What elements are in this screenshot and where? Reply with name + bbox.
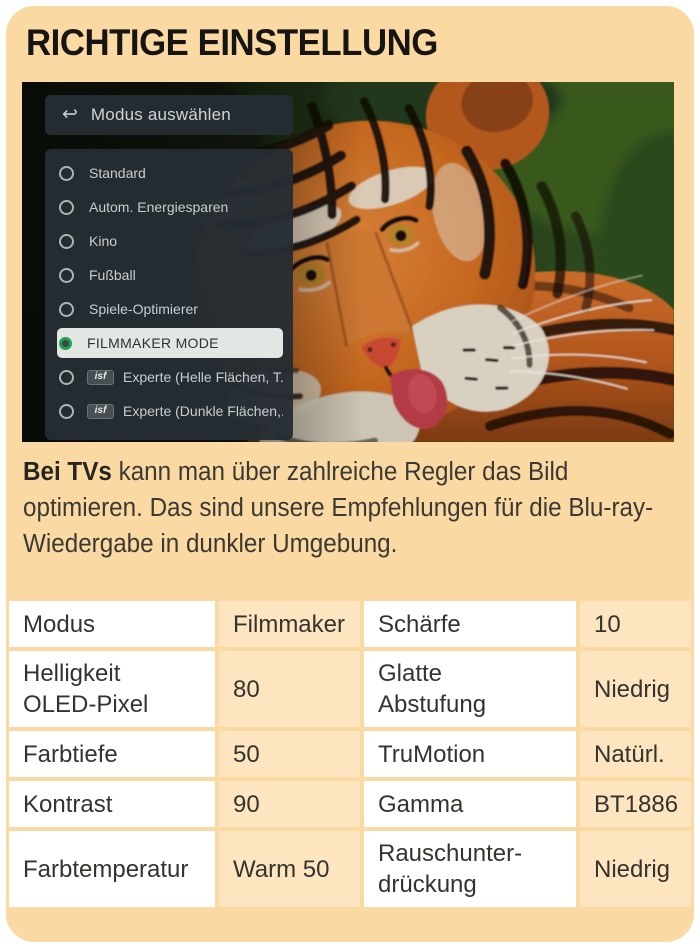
tv-menu-item-4[interactable]: Spiele-Optimierer xyxy=(45,292,293,326)
setting-label-0-2: Schärfe xyxy=(364,601,576,647)
tv-menu-list: Standard Autom. Energiesparen Kino Fußball S… xyxy=(45,149,293,440)
tv-menu-item-label: Autom. Energiesparen xyxy=(89,199,229,215)
radio-icon xyxy=(59,267,74,283)
radio-icon xyxy=(59,233,74,249)
radio-icon xyxy=(59,199,74,215)
tv-menu-item-label: Spiele-Optimierer xyxy=(89,301,198,317)
setting-label-3-2: Gamma xyxy=(364,781,576,827)
setting-value-0-1: Filmmaker xyxy=(219,601,360,647)
radio-selected-icon xyxy=(59,336,72,350)
setting-label-4-0: Farbtemperatur xyxy=(9,831,215,907)
tv-menu-item-3[interactable]: Fußball xyxy=(45,258,293,292)
tv-menu-item-2[interactable]: Kino xyxy=(45,224,293,258)
setting-value-0-3: 10 xyxy=(580,601,691,647)
description-body: kann man über zahlreiche Regler das Bild… xyxy=(23,458,654,558)
settings-card: RICHTIGE EINSTELLUNG xyxy=(6,6,694,942)
back-arrow-icon[interactable]: ↩ xyxy=(62,103,78,125)
setting-label-3-0: Kontrast xyxy=(9,781,215,827)
isf-badge: isf xyxy=(87,369,114,385)
radio-icon xyxy=(59,403,74,419)
setting-value-3-3: BT1886 xyxy=(580,781,691,827)
setting-value-2-1: 50 xyxy=(219,731,360,777)
tv-menu-title: Modus auswählen xyxy=(90,105,231,124)
setting-value-3-1: 90 xyxy=(219,781,360,827)
setting-value-1-1: 80 xyxy=(219,651,360,727)
setting-label-4-2: Rauschunter- drückung xyxy=(364,831,576,907)
setting-label-2-2: TruMotion xyxy=(364,731,576,777)
tv-menu-item-6[interactable]: isf Experte (Helle Flächen, T... xyxy=(45,360,293,394)
tv-menu-item-label: Fußball xyxy=(89,267,136,283)
settings-table: Modus Filmmaker Schärfe 10 Helligkeit OLED-P… xyxy=(9,601,691,907)
tv-menu-item-label: Kino xyxy=(89,233,118,249)
tv-menu-item-5[interactable]: FILMMAKER MODE xyxy=(57,328,283,358)
tv-menu-header: ↩ Modus auswählen xyxy=(45,95,293,135)
setting-label-1-2: Glatte Abstufung xyxy=(364,651,576,727)
tv-menu-item-0[interactable]: Standard xyxy=(45,156,293,190)
tv-menu-item-label: FILMMAKER MODE xyxy=(87,335,219,351)
isf-badge: isf xyxy=(87,403,114,419)
radio-icon xyxy=(59,369,74,385)
setting-label-0-0: Modus xyxy=(9,601,215,647)
setting-label-2-0: Farbtiefe xyxy=(9,731,215,777)
tv-menu-item-label: Experte (Helle Flächen, T... xyxy=(123,369,283,385)
radio-icon xyxy=(59,301,74,317)
description-text: Bei TVs kann man über zahlreiche Regler … xyxy=(23,454,679,562)
radio-icon xyxy=(59,165,74,181)
setting-label-1-0: Helligkeit OLED-Pixel xyxy=(9,651,215,727)
setting-value-4-3: Niedrig xyxy=(580,831,691,907)
tv-menu-item-7[interactable]: isf Experte (Dunkle Flächen,... xyxy=(45,394,293,428)
setting-value-2-3: Natürl. xyxy=(580,731,691,777)
page-title: RICHTIGE EINSTELLUNG xyxy=(26,22,438,63)
tv-menu-item-label: Standard xyxy=(89,165,146,181)
tv-screenshot: ↩ Modus auswählen Standard Autom. Energie… xyxy=(22,82,674,442)
tv-menu-item-1[interactable]: Autom. Energiesparen xyxy=(45,190,293,224)
setting-value-4-1: Warm 50 xyxy=(219,831,360,907)
tv-menu-item-label: Experte (Dunkle Flächen,... xyxy=(123,403,283,419)
setting-value-1-3: Niedrig xyxy=(580,651,691,727)
description-lead: Bei TVs xyxy=(23,458,112,486)
